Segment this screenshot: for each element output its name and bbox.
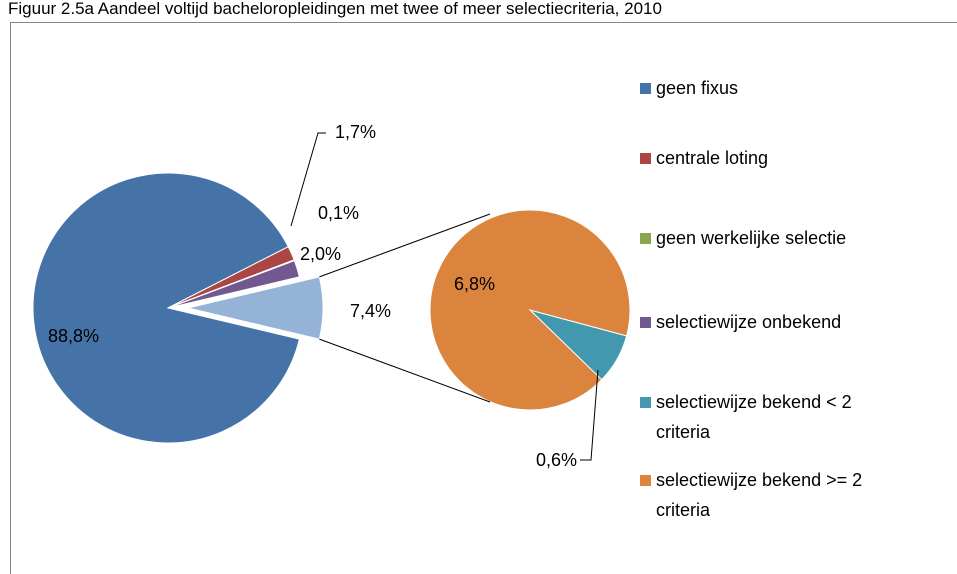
pie-slice [429, 209, 631, 411]
data-label: 2,0% [300, 244, 341, 264]
data-label: 1,7% [335, 122, 376, 142]
legend-swatch [640, 317, 651, 328]
legend-item: selectiewijze onbekend [640, 307, 891, 337]
legend-label: centrale loting [656, 148, 769, 168]
pie-slice [32, 172, 300, 444]
legend-swatch [640, 153, 651, 164]
legend-swatch [640, 233, 651, 244]
legend-item: selectiewijze bekend < 2 criteria [640, 387, 891, 447]
chart-title: Figuur 2.5a Aandeel voltijd bachelorople… [8, 0, 662, 18]
data-label: 7,4% [350, 301, 391, 321]
legend-item: selectiewijze bekend >= 2 criteria [640, 465, 891, 525]
leader-line [580, 369, 599, 461]
legend-swatch [640, 83, 651, 94]
data-label: 0,6% [536, 450, 577, 470]
legend-label: geen fixus [656, 78, 739, 98]
leader-line [290, 132, 326, 227]
data-label: 0,1% [318, 203, 359, 223]
connector-line [319, 213, 491, 278]
legend-item: centrale loting [640, 143, 891, 173]
legend-item: geen werkelijke selectie [640, 223, 891, 253]
pie-slice [167, 260, 300, 309]
data-label: 6,8% [454, 274, 495, 294]
legend-label: selectiewijze bekend < 2 criteria [656, 392, 852, 442]
legend-label: selectiewijze bekend >= 2 criteria [656, 470, 863, 520]
pie-slice [187, 276, 324, 340]
legend-item: geen fixus [640, 73, 891, 103]
legend-label: geen werkelijke selectie [656, 228, 847, 248]
legend-label: selectiewijze onbekend [656, 312, 842, 332]
connector-line [319, 338, 491, 403]
chart-border [10, 22, 957, 574]
legend-swatch [640, 475, 651, 486]
legend-swatch [640, 397, 651, 408]
data-label: 88,8% [48, 326, 99, 346]
